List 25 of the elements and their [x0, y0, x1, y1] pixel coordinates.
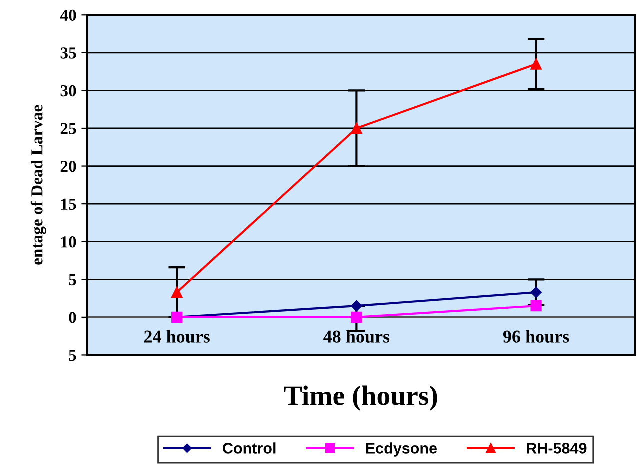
y-tick-label: 5 [69, 274, 76, 286]
point [530, 300, 542, 312]
legend-label: Ecdysone [366, 442, 438, 457]
legend-label: Control [223, 442, 276, 454]
y-tick-label: 30 [60, 85, 76, 97]
x-tick-label: 96 hours [503, 330, 570, 343]
point [530, 286, 542, 298]
point [530, 58, 542, 70]
point [351, 312, 362, 323]
x-axis-title: Time (hours) [284, 386, 438, 411]
legend-label: RH-5849 [527, 443, 587, 454]
y-tick-label: 15 [62, 198, 76, 210]
y-tick-label: 35 [60, 48, 76, 59]
x-tick-label: 24 hours [144, 330, 210, 343]
y-tick-label: 10 [62, 236, 76, 248]
point [351, 122, 362, 134]
y-tick-label: 25 [60, 123, 76, 134]
point [351, 300, 362, 312]
point [172, 286, 183, 298]
y-axis-title: entage of Dead Larvae [30, 105, 46, 265]
y-tick-label: 40 [60, 10, 76, 22]
y-tick-label: 0 [69, 312, 76, 324]
y-tick-label: 5 [69, 350, 76, 362]
y-tick-label: 20 [60, 160, 76, 172]
x-tick-label: 48 hours [324, 330, 390, 343]
